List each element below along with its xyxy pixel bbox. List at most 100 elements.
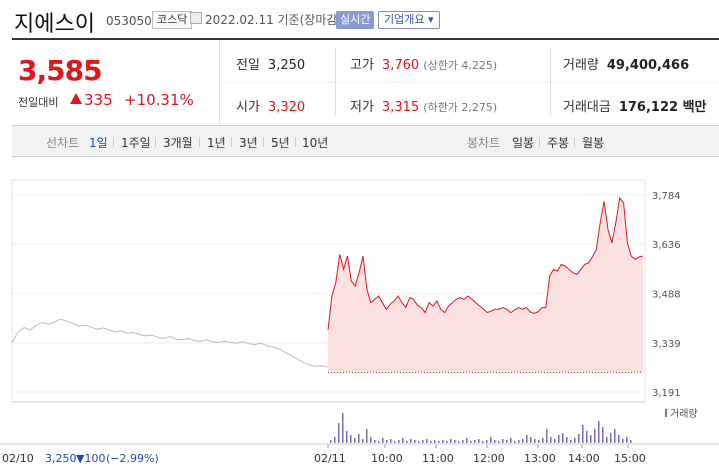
- stat-open-label: 시가: [236, 100, 260, 115]
- prev-day-close: 3,250: [45, 452, 77, 465]
- company-overview-dropdown[interactable]: 기업개요 ▾: [378, 11, 440, 29]
- y-tick-label: 3,191: [652, 388, 681, 399]
- volume-bar: [510, 438, 512, 443]
- stat-high-value: 3,760: [381, 58, 420, 73]
- stat-row-divider: [222, 82, 719, 83]
- volume-bar: [534, 439, 536, 443]
- stat-prev: 전일 3,250: [236, 54, 305, 73]
- volume-bar: [382, 438, 384, 443]
- volume-bar: [386, 440, 388, 443]
- volume-bar: [430, 441, 432, 443]
- period-tab-10y[interactable]: 10년: [302, 136, 329, 150]
- volume-bar: [546, 429, 548, 443]
- lower-limit: (하한가 2,275): [423, 101, 498, 114]
- stat-volume-value: 49,400,466: [606, 58, 690, 73]
- volume-bar: [506, 440, 508, 443]
- volume-bar: [450, 439, 452, 443]
- volume-bar: [406, 441, 408, 443]
- tab-divider: [574, 137, 575, 147]
- today-area: [328, 198, 643, 373]
- volume-bar: [550, 437, 552, 443]
- tab-divider: [113, 137, 114, 147]
- change-label: 전일대비: [18, 96, 59, 109]
- volume-bar: [582, 425, 584, 443]
- x-tick-label: 12:00: [473, 452, 505, 465]
- volume-bar: [562, 433, 564, 443]
- price-box: 3,585 전일대비 335 +10.31%: [12, 40, 220, 124]
- y-tick-label: 3,488: [652, 289, 681, 300]
- period-tab-1d[interactable]: 1일: [89, 136, 108, 150]
- y-tick-label: 3,636: [652, 240, 681, 251]
- volume-bar: [530, 437, 532, 443]
- period-tab-1w[interactable]: 1주일: [121, 136, 151, 150]
- tab-divider: [199, 137, 200, 147]
- up-arrow-icon: [70, 93, 82, 104]
- volume-bar: [338, 423, 340, 443]
- stat-prev-value: 3,250: [267, 58, 306, 73]
- stat-open-value: 3,320: [267, 100, 306, 115]
- stat-prev-label: 전일: [236, 58, 260, 73]
- candle-tab-weekly[interactable]: 주봉: [547, 136, 570, 150]
- x-tick-label: 15:00: [614, 452, 646, 465]
- period-tab-3y[interactable]: 3년: [239, 136, 258, 150]
- period-tab-3m[interactable]: 3개월: [163, 136, 193, 150]
- stat-amount-value: 176,122 백만: [618, 100, 707, 115]
- volume-bar: [398, 440, 400, 443]
- tab-divider: [155, 137, 156, 147]
- stat-volume-label: 거래량: [563, 58, 599, 73]
- change-value: 335: [84, 91, 113, 109]
- stat-amount-label: 거래대금: [563, 100, 611, 115]
- period-toolbar: 선차트 1일 1주일 3개월 1년 3년 5년 10년 봉차트 일봉 주봉 월봉: [12, 125, 719, 157]
- y-axis-ticks: 3,784 3,636 3,488 3,339 3,191: [652, 191, 681, 399]
- volume-bar: [470, 441, 472, 443]
- volume-bar: [434, 440, 436, 443]
- market-badge: 코스닥: [152, 11, 193, 29]
- volume-bar: [570, 440, 572, 443]
- header-divider: [12, 38, 719, 40]
- price-chart[interactable]: 3,784 3,636 3,488 3,339 3,191 거래량 02/11 10:00…: [0, 160, 719, 472]
- date-basis: 기준(장마감): [277, 13, 343, 27]
- volume-bar: [458, 441, 460, 443]
- volume-bar: [526, 435, 528, 443]
- candle-chart-label: 봉차트: [467, 136, 501, 150]
- volume-bar: [514, 441, 516, 443]
- volume-bar: [350, 435, 352, 443]
- volume-bar: [418, 441, 420, 443]
- volume-bar: [586, 431, 588, 443]
- volume-bar: [626, 437, 628, 443]
- realtime-button[interactable]: 실시간: [336, 11, 375, 29]
- volume-bar: [442, 440, 444, 443]
- prev-day-change: ▼100: [76, 452, 105, 465]
- volume-bar: [494, 440, 496, 443]
- stat-low-label: 저가: [350, 100, 374, 115]
- volume-bar: [346, 431, 348, 443]
- volume-bar: [446, 441, 448, 443]
- tab-divider: [295, 137, 296, 147]
- volume-bar: [578, 434, 580, 443]
- x-tick-label: 02/11: [314, 452, 346, 465]
- volume-bar: [370, 437, 372, 443]
- stat-volume: 거래량 49,400,466: [563, 54, 689, 73]
- tab-divider: [539, 137, 540, 147]
- candle-tab-monthly[interactable]: 월봉: [582, 136, 605, 150]
- candle-tab-daily[interactable]: 일봉: [512, 136, 535, 150]
- x-tick-label: 11:00: [422, 452, 454, 465]
- volume-bar: [558, 435, 560, 443]
- y-tick-label: 3,784: [652, 191, 681, 202]
- volume-bar: [402, 438, 404, 443]
- volume-bar: [606, 437, 608, 443]
- stat-high: 고가 3,760 (상한가 4,225): [350, 54, 497, 73]
- volume-bar: [618, 435, 620, 443]
- volume-bar: [594, 429, 596, 443]
- period-tab-1y[interactable]: 1년: [207, 136, 226, 150]
- volume-bar: [630, 440, 632, 443]
- x-axis-ticks: 02/11 10:00 11:00 12:00 13:00 14:00 15:00: [0, 443, 719, 465]
- volume-bar: [482, 441, 484, 443]
- stat-high-label: 고가: [350, 58, 374, 73]
- period-tab-5y[interactable]: 5년: [271, 136, 290, 150]
- volume-bar: [410, 439, 412, 443]
- volume-bar: [610, 433, 612, 443]
- volume-legend-swatch: [665, 409, 667, 417]
- volume-bar: [574, 438, 576, 443]
- stock-code: 053050: [106, 14, 152, 28]
